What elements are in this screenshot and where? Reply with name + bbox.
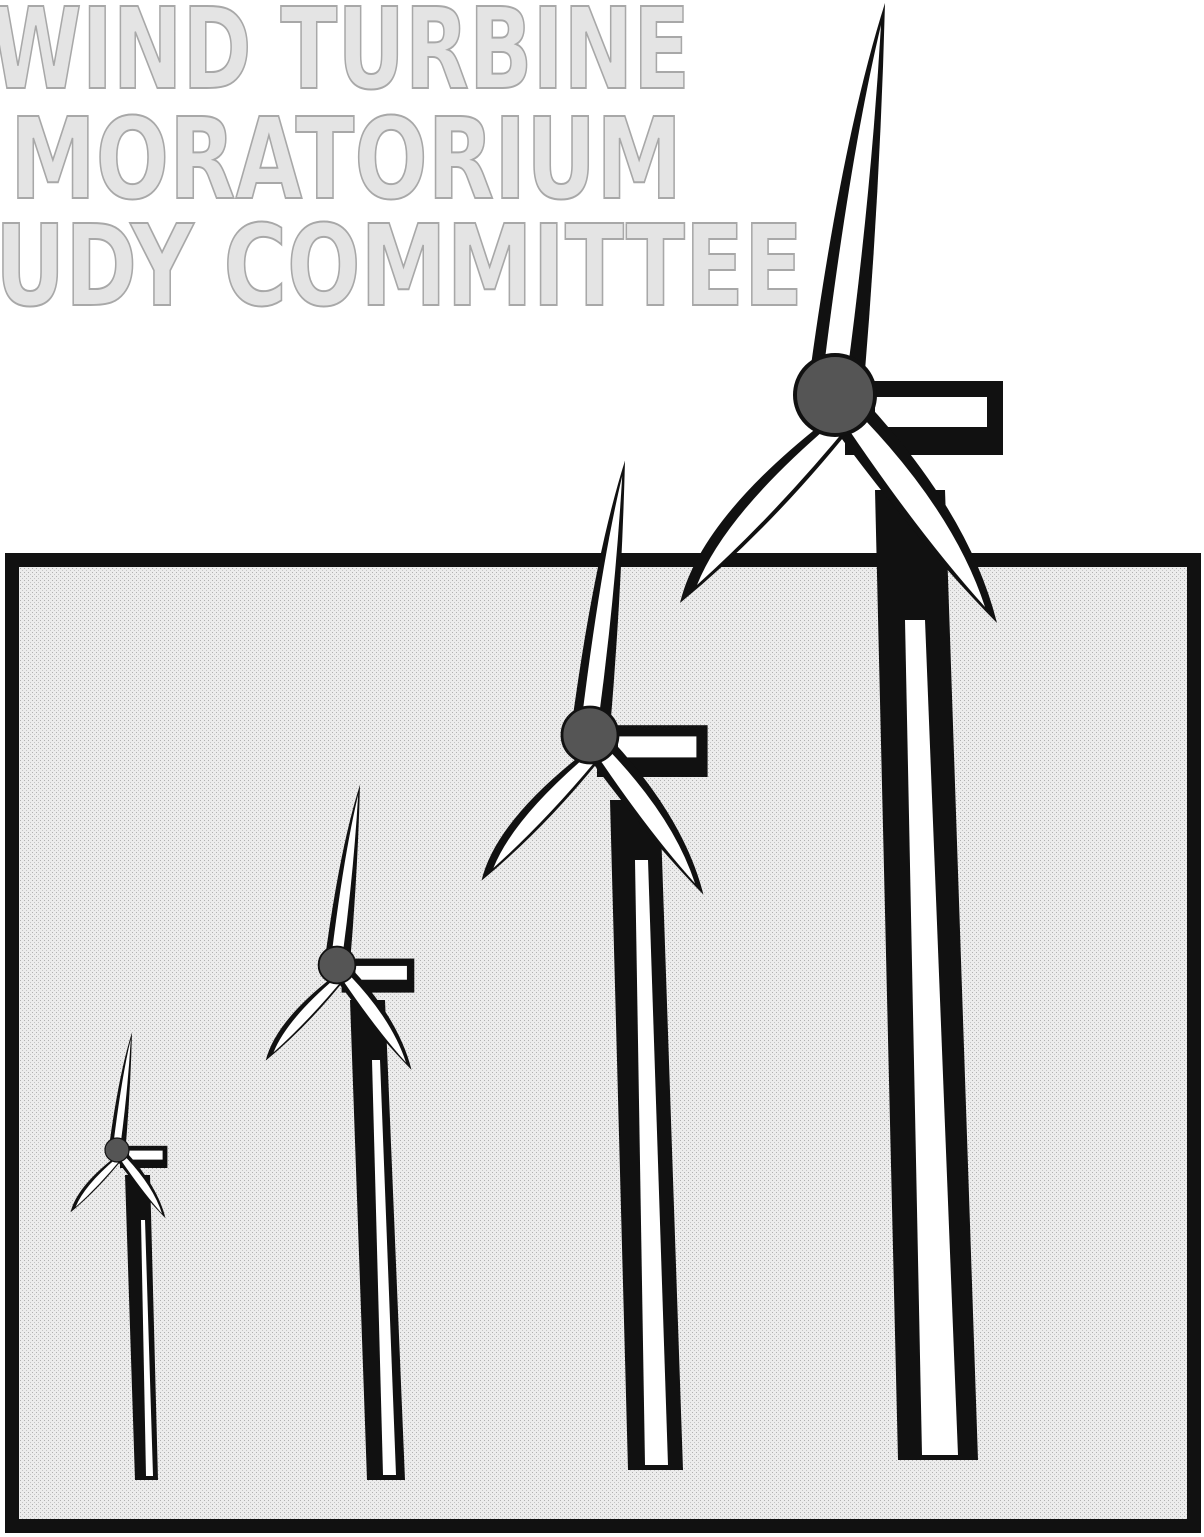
turbine	[264, 783, 416, 1480]
title-line: MORATORIUM	[10, 95, 682, 225]
title-line: UDY COMMITTEE	[0, 202, 803, 332]
turbine	[480, 459, 709, 1470]
title-line: WIND TURBINE	[0, 0, 690, 115]
turbine	[678, 1, 1005, 1460]
turbine	[69, 1031, 169, 1480]
